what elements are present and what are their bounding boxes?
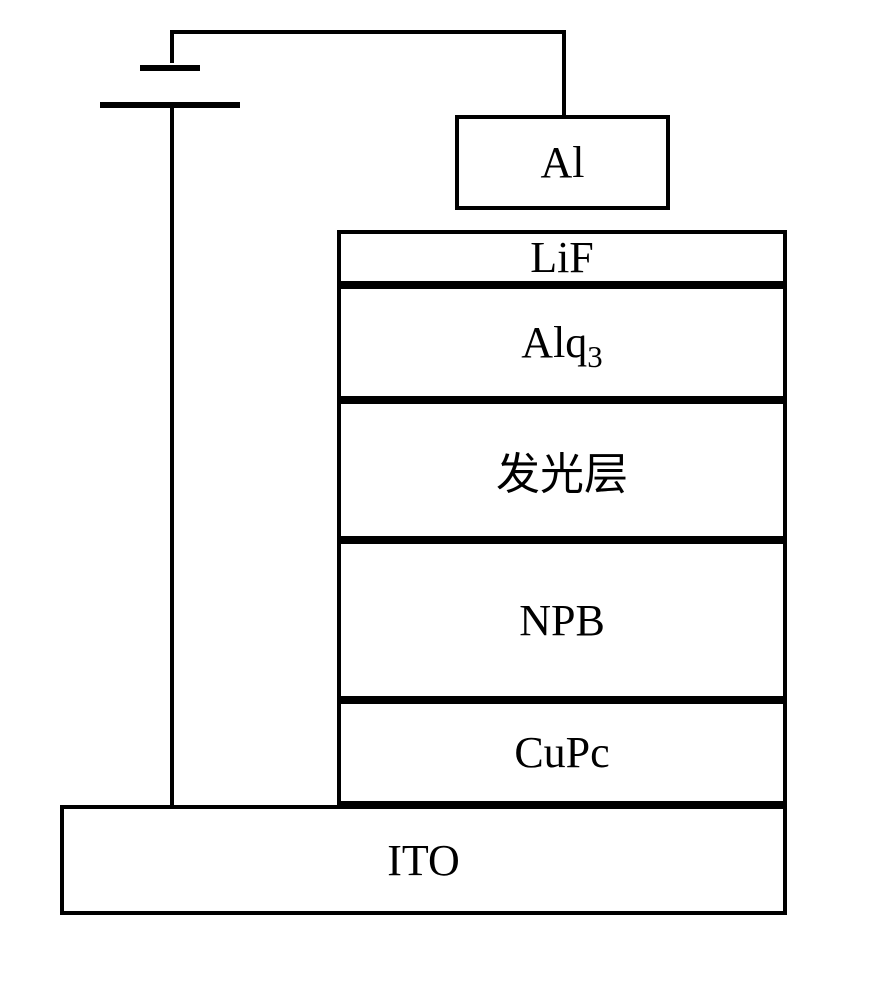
layer-al-label: Al [541,137,585,188]
layer-cupc-label: CuPc [514,727,609,778]
battery-long-plate [100,102,240,108]
layer-lif: LiF [337,230,787,285]
layer-alq3: Alq3 [337,285,787,400]
wire-segment-2 [170,30,174,63]
wire-segment-0 [562,30,566,115]
layer-alq3-label: Alq3 [521,317,602,368]
wire-segment-1 [170,30,562,34]
wire-segment-3 [170,105,174,805]
layer-al: Al [455,115,670,210]
battery-short-plate [140,65,200,71]
layer-ito-label: ITO [387,835,460,886]
layer-eml: 发光层 [337,400,787,540]
layer-cupc: CuPc [337,700,787,805]
layer-lif-label: LiF [530,232,594,283]
layer-npb-label: NPB [519,595,605,646]
layer-ito: ITO [60,805,787,915]
layer-npb: NPB [337,540,787,700]
oled-stack-diagram: Al LiF Alq3 发光层 NPB CuPc ITO [0,0,882,1000]
layer-alq3-sub: 3 [587,340,602,374]
layer-eml-label: 发光层 [496,438,628,502]
